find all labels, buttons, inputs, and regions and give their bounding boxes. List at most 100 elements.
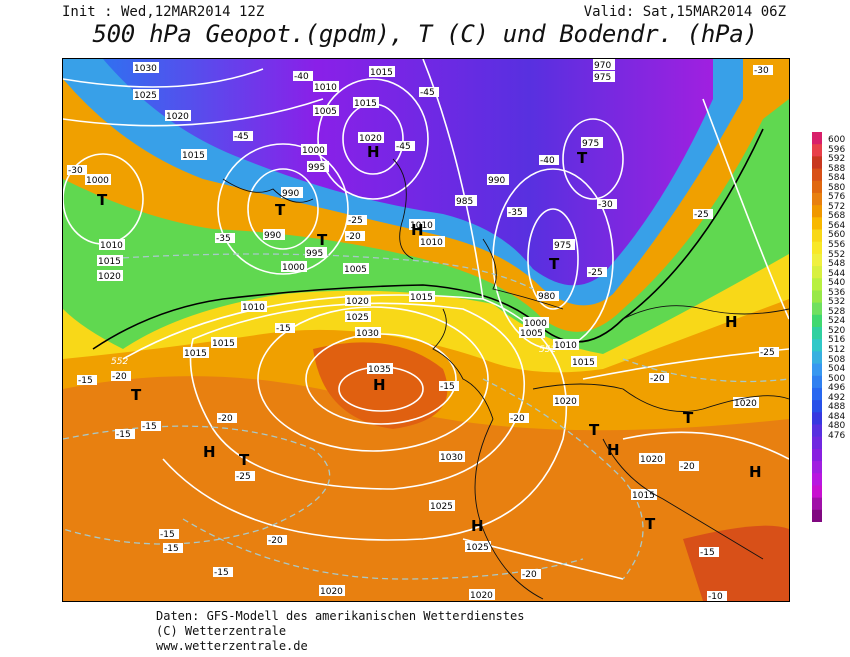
scale-swatch: [812, 473, 822, 486]
color-scale-labels: 600 596 592 588 584 580 576 572 568 564 560 556 552 5…: [828, 135, 850, 442]
temp-15-sw3: -15: [214, 568, 229, 578]
label-1030: 1030: [134, 64, 157, 74]
scale-label: 572: [828, 201, 846, 212]
pressure-centers: H H H H H H H H T T T T T T T T T T: [97, 143, 762, 535]
coastlines: [222, 158, 789, 600]
temp-20-e2: -20: [680, 462, 695, 472]
temp-15-sw: -15: [160, 530, 175, 540]
temp-25-ne: -25: [694, 210, 709, 220]
scale-swatch: [812, 241, 822, 255]
label-1020-c: 1020: [346, 297, 369, 307]
temp-30-e: -30: [598, 200, 613, 210]
label-1030-s: 1030: [440, 453, 463, 463]
scale-label: 536: [828, 287, 846, 298]
scale-swatch: [812, 266, 822, 279]
label-1010-sw: 1010: [242, 303, 265, 313]
temp-15-c: -15: [276, 324, 291, 334]
label-995-w: 995: [306, 249, 323, 259]
scale-label: 508: [828, 354, 846, 365]
temp-25-e2: -25: [760, 348, 775, 358]
scale-label: 552: [828, 249, 846, 260]
weather-map: 1030 1015 1025 1020 1010 1015 1005 1020 …: [62, 58, 790, 602]
scale-label: 504: [828, 364, 846, 375]
scale-swatch: [812, 180, 822, 194]
label-1015: 1015: [370, 68, 393, 78]
scale-label: 568: [828, 211, 846, 222]
low-w2: T: [131, 386, 142, 404]
low-c: T: [317, 231, 328, 249]
scale-swatch: [812, 205, 822, 218]
scale-swatch: [812, 192, 822, 206]
label-1020-core: 1020: [359, 134, 382, 144]
label-1020-sw: 1020: [320, 587, 343, 597]
scale-swatch: [812, 314, 822, 328]
label-1020-nw: 1020: [166, 112, 189, 122]
temp-15-w2: -15: [142, 422, 157, 432]
temp-25-sw: -25: [236, 472, 251, 482]
scale-label: 544: [828, 268, 846, 279]
temp-20-sw: -20: [218, 414, 233, 424]
temp-20-s: -20: [522, 570, 537, 580]
footer-url[interactable]: www.wetterzentrale.de: [156, 639, 308, 653]
cold-core: [103, 59, 713, 286]
temp-20-e: -20: [650, 374, 665, 384]
contour-552-label-e: 552: [539, 345, 556, 355]
label-975-ne: 975: [582, 139, 599, 149]
scale-swatch: [812, 156, 822, 170]
init-time: Init : Wed,12MAR2014 12Z: [62, 4, 265, 20]
scale-swatch: [812, 253, 822, 267]
scale-swatch: [812, 168, 822, 182]
label-1010-w: 1010: [100, 241, 123, 251]
label-1030-c: 1030: [356, 329, 379, 339]
label-1010-e: 1010: [554, 341, 577, 351]
temp-15-sw2: -15: [164, 544, 179, 554]
label-980: 980: [538, 292, 555, 302]
scale-label: 484: [828, 411, 846, 422]
scale-label: 548: [828, 259, 846, 270]
temp-45-c: -45: [396, 142, 411, 152]
footer-source: Daten: GFS-Modell des amerikanischen Wet…: [156, 609, 525, 623]
high-north: H: [367, 143, 380, 161]
label-975-e: 975: [554, 241, 571, 251]
temp-15-w: -15: [78, 376, 93, 386]
high-se2: H: [749, 463, 762, 481]
scale-label: 588: [828, 163, 846, 174]
footer-copyright: (C) Wetterzentrale: [156, 624, 287, 638]
label-1020-w: 1020: [98, 272, 121, 282]
temp-40-e: -40: [540, 156, 555, 166]
scale-swatch: [812, 461, 822, 474]
contour-552-label: 552: [111, 357, 128, 367]
label-1015-w2: 1015: [98, 257, 121, 267]
scale-label: 592: [828, 154, 846, 165]
label-1000-n: 1000: [302, 146, 325, 156]
label-1025: 1025: [134, 91, 157, 101]
temperature-labels: -40 -45 -30 -45 -45 -40 -35 -30 -30 -25 …: [67, 65, 779, 601]
low-e2: T: [549, 255, 560, 273]
scale-label: 532: [828, 297, 846, 308]
label-1005-e: 1005: [520, 329, 543, 339]
label-970: 970: [594, 61, 611, 71]
high-c: H: [411, 221, 424, 239]
label-1015-sw2: 1015: [212, 339, 235, 349]
temp-20-se: -20: [510, 414, 525, 424]
scale-swatch: [812, 375, 822, 389]
scale-swatch: [812, 229, 822, 243]
color-scale: [812, 132, 822, 522]
green-band: [63, 99, 789, 354]
scale-swatch: [812, 302, 822, 316]
label-1025-s2: 1025: [466, 543, 489, 553]
scale-label: 524: [828, 316, 846, 327]
scale-label: 580: [828, 182, 846, 193]
temp-10-se: -10: [708, 592, 723, 601]
scale-label: 576: [828, 192, 846, 203]
low-e: T: [577, 149, 588, 167]
label-1015-c: 1015: [410, 293, 433, 303]
scale-swatch: [812, 144, 822, 157]
warm-core: [63, 376, 789, 601]
scale-swatch: [812, 436, 822, 450]
scale-label: 540: [828, 278, 846, 289]
temp-20-c: -20: [346, 232, 361, 242]
label-1015-n: 1015: [354, 99, 377, 109]
chart-title: 500 hPa Geopot.(gpdm), T (C) und Bodendr…: [92, 20, 758, 48]
scale-swatch: [812, 217, 822, 230]
